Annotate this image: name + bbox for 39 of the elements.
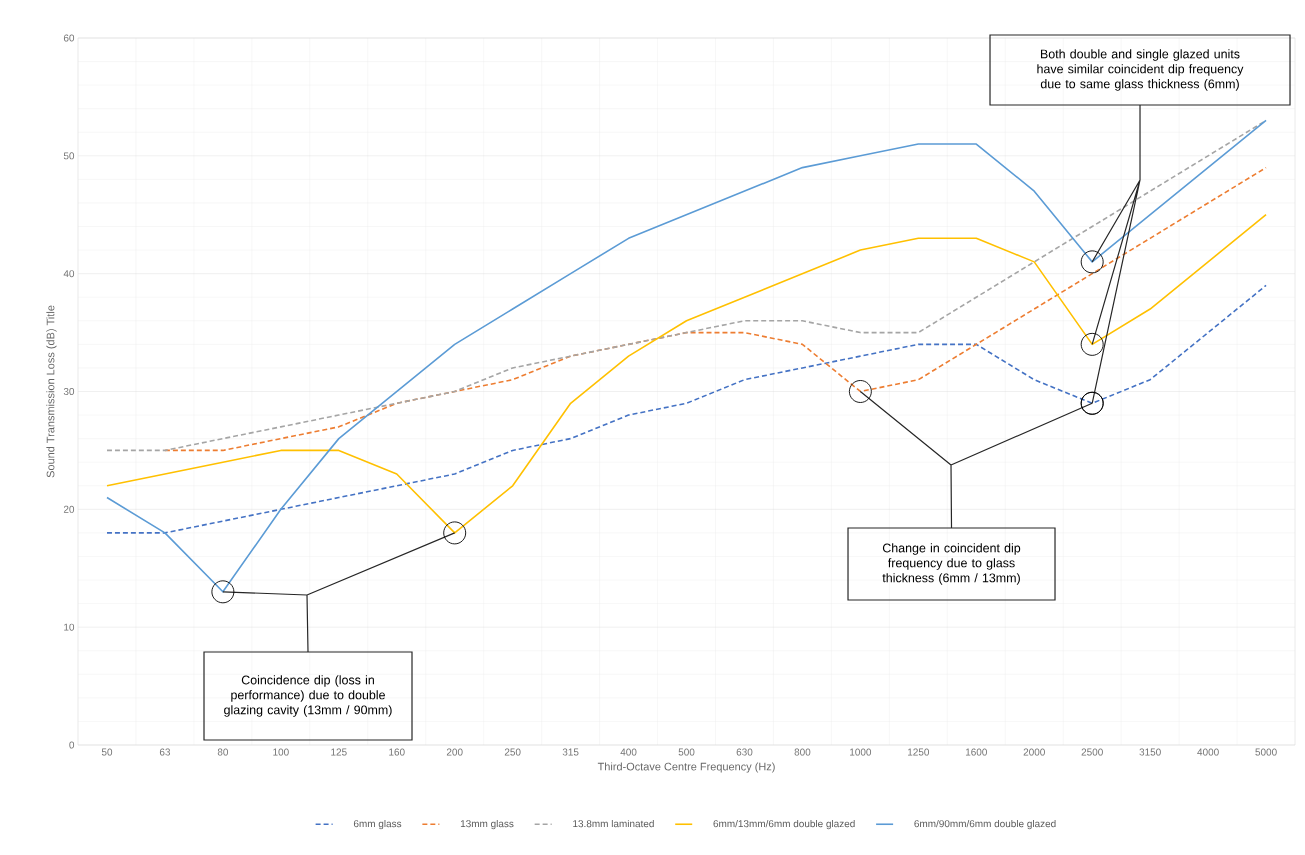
x-tick-label: 5000 — [1255, 748, 1277, 756]
legend-label: 13.8mm laminated — [573, 819, 654, 828]
x-tick-label: 2500 — [1081, 748, 1103, 756]
y-tick-label: 30 — [63, 387, 75, 396]
y-tick-label: 0 — [69, 741, 75, 749]
x-tick-label: 500 — [678, 748, 695, 756]
y-tick-label: 40 — [63, 270, 75, 278]
annotation: Both double and single glazed units have similar coincident dip frequency due to same glass thickness (6mm) — [1037, 49, 1244, 91]
y-tick-label: 20 — [63, 505, 75, 513]
legend-label: 6mm/90mm/6mm double glazed — [914, 819, 1056, 830]
x-axis-title: Third-Octave Centre Frequency (Hz) — [597, 762, 775, 773]
line-series — [106, 284, 1267, 534]
x-tick-label: 2000 — [1023, 748, 1045, 756]
y-tick-label: 10 — [64, 623, 75, 631]
x-tick-label: 160 — [389, 748, 405, 756]
y-tick-label: 60 — [63, 34, 75, 42]
x-tick-label: 3150 — [1139, 748, 1161, 756]
annotation: Change in coincident dip frequency due to glass thickness (6mm / 13mm) — [882, 543, 1021, 585]
x-tick-label: 125 — [331, 748, 347, 756]
x-tick-label: 250 — [504, 748, 521, 756]
legend-label: 13mm glass — [460, 819, 514, 830]
x-tick-label: 400 — [620, 748, 637, 756]
annotation: Coincidence dip (loss in performance) due to double glazing cavity (13mm / 90mm) — [224, 675, 392, 717]
x-tick-label: 4000 — [1197, 748, 1219, 756]
x-tick-label: 315 — [562, 748, 579, 756]
x-tick-label: 50 — [101, 748, 113, 756]
x-tick-label: 80 — [217, 748, 229, 756]
y-tick-label: 50 — [63, 152, 75, 160]
x-tick-label: 630 — [736, 748, 753, 756]
y-axis-title: Sound Transmission Loss (dB) Title — [46, 305, 57, 478]
x-tick-label: 1000 — [850, 748, 872, 756]
x-tick-label: 1600 — [965, 748, 987, 756]
legend-label: 6mm/13mm/6mm double glazed — [713, 819, 855, 830]
x-tick-label: 1250 — [908, 748, 930, 756]
legend-label: 6mm glass — [353, 819, 402, 830]
x-tick-label: 100 — [273, 748, 289, 756]
x-tick-label: 800 — [794, 748, 811, 756]
x-tick-label: 63 — [159, 748, 171, 756]
x-tick-label: 200 — [446, 748, 463, 756]
